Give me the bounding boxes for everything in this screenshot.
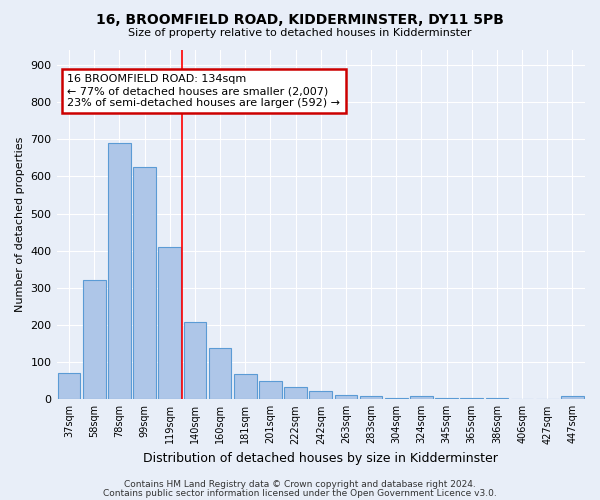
Bar	[209, 348, 232, 400]
Bar	[108, 143, 131, 400]
Bar	[184, 322, 206, 400]
Text: Size of property relative to detached houses in Kidderminster: Size of property relative to detached ho…	[128, 28, 472, 38]
Bar	[485, 398, 508, 400]
Bar	[310, 391, 332, 400]
Bar	[83, 280, 106, 400]
Text: Contains HM Land Registry data © Crown copyright and database right 2024.: Contains HM Land Registry data © Crown c…	[124, 480, 476, 489]
Bar	[259, 382, 282, 400]
Bar	[133, 167, 156, 400]
Bar	[460, 398, 483, 400]
Text: 16, BROOMFIELD ROAD, KIDDERMINSTER, DY11 5PB: 16, BROOMFIELD ROAD, KIDDERMINSTER, DY11…	[96, 12, 504, 26]
Text: Contains public sector information licensed under the Open Government Licence v3: Contains public sector information licen…	[103, 488, 497, 498]
Y-axis label: Number of detached properties: Number of detached properties	[15, 137, 25, 312]
Bar	[234, 374, 257, 400]
Text: 16 BROOMFIELD ROAD: 134sqm
← 77% of detached houses are smaller (2,007)
23% of s: 16 BROOMFIELD ROAD: 134sqm ← 77% of deta…	[67, 74, 340, 108]
Bar	[385, 398, 407, 400]
X-axis label: Distribution of detached houses by size in Kidderminster: Distribution of detached houses by size …	[143, 452, 498, 465]
Bar	[360, 396, 382, 400]
Bar	[435, 398, 458, 400]
Bar	[410, 396, 433, 400]
Bar	[561, 396, 584, 400]
Bar	[284, 387, 307, 400]
Bar	[58, 374, 80, 400]
Bar	[335, 395, 357, 400]
Bar	[158, 247, 181, 400]
